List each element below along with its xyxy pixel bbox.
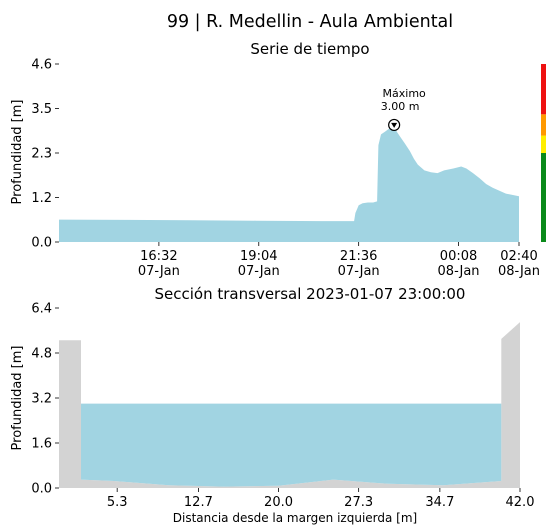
cross-section-y-ticks: 0.0 1.6 3.2 4.8 6.4 [31,302,59,497]
x-tick-label: 16:32 [140,249,177,264]
x-tick-label: 42.0 [506,495,535,510]
alert-level-bar [541,64,546,242]
y-tick-label: 4.6 [31,58,52,73]
time-series-chart: Serie de tiempo Profundidad [m] 0.0 1.2 2.… [10,40,546,279]
x-tick-label: 34.7 [425,495,454,510]
x-tick-date-label: 08-Jan [498,264,540,279]
water-area [81,403,502,487]
x-tick-label: 12.7 [184,495,213,510]
cross-section-title: Sección transversal 2023-01-07 23:00:00 [155,285,466,303]
y-tick-label: 1.2 [31,191,52,206]
alert-bar-segment [541,64,546,115]
alert-bar-segment [541,153,546,242]
x-tick-label: 5.3 [107,495,128,510]
x-tick-date-label: 07-Jan [238,264,280,279]
time-series-title: Serie de tiempo [250,40,369,58]
alert-bar-segment [541,135,546,153]
cross-section-chart: Sección transversal 2023-01-07 23:00:00 … [10,285,534,525]
x-tick-label: 27.3 [344,495,373,510]
cross-section-x-label: Distancia desde la margen izquierda [m] [173,511,417,525]
depth-area [59,126,519,242]
cross-section-y-label: Profundidad [m] [10,346,25,451]
x-tick-label: 19:04 [240,249,277,264]
max-marker-triangle [391,122,398,128]
y-tick-label: 6.4 [31,302,52,317]
cross-section-x-ticks: 5.3 12.7 20.0 27.3 34.7 42.0 [107,488,535,510]
max-annotation: Máximo 3.00 m [381,87,427,132]
time-series-y-ticks: 0.0 1.2 2.3 3.5 4.6 [31,58,59,251]
y-tick-label: 0.0 [31,482,52,497]
y-tick-label: 4.8 [31,347,52,362]
y-tick-label: 1.6 [31,437,52,452]
alert-bar-segment [541,114,546,136]
y-tick-label: 0.0 [31,236,52,251]
figure-title: 99 | R. Medellin - Aula Ambiental [167,12,453,32]
time-series-x-ticks: 16:3207-Jan19:0407-Jan21:3607-Jan00:0808… [138,242,540,279]
x-tick-label: 21:36 [340,249,377,264]
y-tick-label: 3.2 [31,392,52,407]
x-tick-label: 00:08 [440,249,477,264]
time-series-area-group [59,126,519,242]
x-tick-date-label: 07-Jan [338,264,380,279]
cross-section-area-group [59,322,520,488]
max-marker-icon [388,118,401,132]
y-tick-label: 3.5 [31,102,52,117]
time-series-y-label: Profundidad [m] [10,100,25,205]
y-tick-label: 2.3 [31,147,52,162]
max-annotation-value: 3.00 m [381,100,420,113]
x-tick-label: 20.0 [264,495,293,510]
max-annotation-label: Máximo [383,87,427,100]
x-tick-date-label: 08-Jan [438,264,480,279]
x-tick-date-label: 07-Jan [138,264,180,279]
x-tick-label: 02:40 [500,249,537,264]
